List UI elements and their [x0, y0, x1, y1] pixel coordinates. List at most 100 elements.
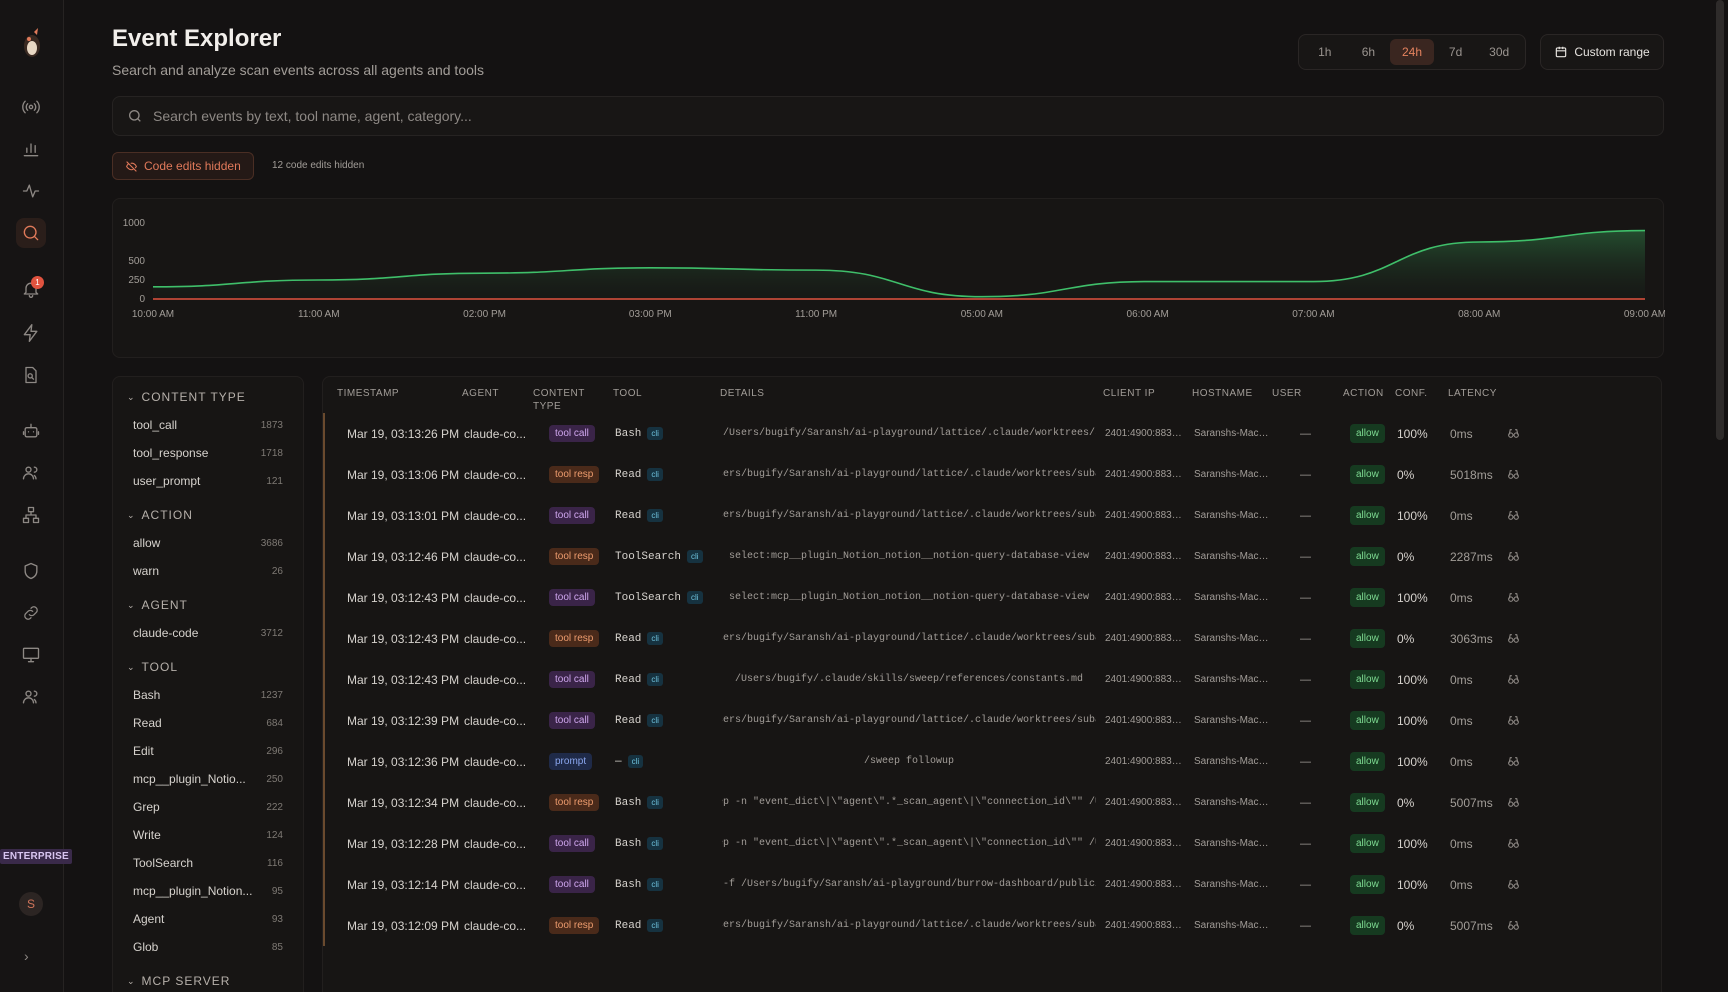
row-inspect-icon[interactable]	[1507, 864, 1527, 905]
row-inspect-icon[interactable]	[1507, 536, 1527, 577]
filter-item[interactable]: tool_call 1873	[113, 411, 303, 439]
filter-item[interactable]: ToolSearch 116	[113, 849, 303, 877]
table-row[interactable]: Mar 19, 03:12:14 PM claude-co... tool call…	[323, 864, 1661, 905]
cell-details: /Users/bugify/Saransh/ai-playground/latt…	[722, 700, 1096, 741]
cell-confidence: 100%	[1397, 700, 1447, 741]
filter-section-header[interactable]: ⌄ AGENT	[113, 591, 303, 619]
table-row[interactable]: Mar 19, 03:12:36 PM claude-co... prompt — cl…	[323, 741, 1661, 782]
column-header-action[interactable]: ACTION	[1343, 388, 1384, 399]
broadcast-icon[interactable]	[16, 92, 46, 122]
filter-section-header[interactable]: ⌄ TOOL	[113, 653, 303, 681]
page-scrollbar[interactable]	[1716, 0, 1724, 440]
timestamp: Mar 19, 03:13:01 PM	[347, 508, 460, 523]
column-header-confidence[interactable]: CONF.	[1395, 388, 1428, 399]
filter-item[interactable]: mcp__plugin_Notion... 95	[113, 877, 303, 905]
bar-chart-icon[interactable]	[16, 134, 46, 164]
search-input[interactable]	[153, 108, 1553, 124]
row-inspect-icon[interactable]	[1507, 905, 1527, 946]
monitor-icon[interactable]	[16, 640, 46, 670]
row-inspect-icon[interactable]	[1507, 618, 1527, 659]
filter-item[interactable]: Glob 85	[113, 933, 303, 961]
content-type-badge: tool call	[549, 835, 595, 852]
filter-item[interactable]: tool_response 1718	[113, 439, 303, 467]
filter-item[interactable]: Agent 93	[113, 905, 303, 933]
file-scan-icon[interactable]	[16, 360, 46, 390]
table-row[interactable]: Mar 19, 03:12:28 PM claude-co... tool call…	[323, 823, 1661, 864]
row-inspect-icon[interactable]	[1507, 454, 1527, 495]
column-header-hostname[interactable]: HOSTNAME	[1192, 388, 1253, 399]
row-inspect-icon[interactable]	[1507, 577, 1527, 618]
avatar[interactable]: S	[19, 892, 43, 916]
users-icon[interactable]	[16, 458, 46, 488]
table-row[interactable]: Mar 19, 03:13:26 PM claude-co... tool call…	[323, 413, 1661, 454]
column-header-content-type[interactable]: CONTENT TYPE	[533, 388, 585, 412]
agent-name: claude-co...	[464, 918, 527, 933]
row-inspect-icon[interactable]	[1507, 782, 1527, 823]
filter-item[interactable]: Grep 222	[113, 793, 303, 821]
filter-section-header[interactable]: ⌄ ACTION	[113, 501, 303, 529]
table-row[interactable]: Mar 19, 03:12:43 PM claude-co... tool resp…	[323, 618, 1661, 659]
row-inspect-icon[interactable]	[1507, 413, 1527, 454]
robot-icon[interactable]	[16, 416, 46, 446]
time-range-6h[interactable]: 6h	[1361, 45, 1376, 59]
time-range-30d[interactable]: 30d	[1489, 45, 1510, 59]
filter-item[interactable]: Read 684	[113, 709, 303, 737]
filter-item[interactable]: Bash 1237	[113, 681, 303, 709]
app-logo[interactable]	[17, 26, 47, 60]
bell-icon[interactable]: 1	[16, 274, 46, 304]
shield-icon[interactable]	[16, 556, 46, 586]
table-row[interactable]: Mar 19, 03:12:43 PM claude-co... tool call…	[323, 577, 1661, 618]
cell-latency: 0ms	[1450, 741, 1500, 782]
cell-hostname: Saranshs-Mac…	[1194, 618, 1270, 659]
column-header-client-ip[interactable]: CLIENT IP	[1103, 388, 1156, 399]
team-icon[interactable]	[16, 682, 46, 712]
cell-action: allow	[1350, 700, 1400, 741]
notification-count: 1	[31, 276, 44, 289]
table-row[interactable]: Mar 19, 03:12:43 PM claude-co... tool call…	[323, 659, 1661, 700]
filter-item[interactable]: mcp__plugin_Notio... 250	[113, 765, 303, 793]
hierarchy-icon[interactable]	[16, 500, 46, 530]
activity-icon[interactable]	[16, 176, 46, 206]
filter-section-header[interactable]: ⌄ MCP SERVER	[113, 967, 303, 992]
filter-item[interactable]: allow 3686	[113, 529, 303, 557]
agent-name: claude-co...	[464, 672, 527, 687]
column-header-details[interactable]: DETAILS	[720, 388, 765, 399]
column-header-agent[interactable]: AGENT	[462, 388, 499, 399]
cell-tool: ToolSearch cli	[615, 577, 720, 618]
cell-tool: — cli	[615, 741, 720, 782]
table-row[interactable]: Mar 19, 03:13:01 PM claude-co... tool call…	[323, 495, 1661, 536]
filter-item[interactable]: Write 124	[113, 821, 303, 849]
time-range-1h[interactable]: 1h	[1318, 45, 1332, 59]
filter-item[interactable]: warn 26	[113, 557, 303, 585]
column-header-timestamp[interactable]: TIMESTAMP	[337, 388, 400, 399]
custom-range-button[interactable]: Custom range	[1540, 34, 1664, 70]
column-header-user[interactable]: USER	[1272, 388, 1302, 399]
table-row[interactable]: Mar 19, 03:12:46 PM claude-co... tool resp…	[323, 536, 1661, 577]
cell-agent: claude-co...	[464, 741, 532, 782]
time-range-7d[interactable]: 7d	[1448, 45, 1463, 59]
table-row[interactable]: Mar 19, 03:13:06 PM claude-co... tool resp…	[323, 454, 1661, 495]
row-inspect-icon[interactable]	[1507, 700, 1527, 741]
code-edits-hidden-toggle[interactable]: Code edits hidden	[112, 152, 254, 180]
table-row[interactable]: Mar 19, 03:12:09 PM claude-co... tool resp…	[323, 905, 1661, 946]
table-row[interactable]: Mar 19, 03:12:34 PM claude-co... tool resp…	[323, 782, 1661, 823]
client-ip: 2401:4900:883…	[1105, 633, 1182, 644]
row-inspect-icon[interactable]	[1507, 823, 1527, 864]
filter-item[interactable]: claude-code 3712	[113, 619, 303, 647]
link-icon[interactable]	[16, 598, 46, 628]
filter-section-header[interactable]: ⌄ CONTENT TYPE	[113, 383, 303, 411]
row-inspect-icon[interactable]	[1507, 495, 1527, 536]
column-header-latency[interactable]: LATENCY	[1448, 388, 1497, 399]
filter-item[interactable]: Edit 296	[113, 737, 303, 765]
column-header-tool[interactable]: TOOL	[613, 388, 643, 399]
table-row[interactable]: Mar 19, 03:12:39 PM claude-co... tool call…	[323, 700, 1661, 741]
filter-item[interactable]: user_prompt 121	[113, 467, 303, 495]
chevron-right-icon[interactable]: ›	[24, 948, 29, 964]
filter-item-count: 93	[271, 913, 283, 925]
row-inspect-icon[interactable]	[1507, 741, 1527, 782]
search-icon[interactable]	[16, 218, 46, 248]
lightning-icon[interactable]	[16, 318, 46, 348]
row-inspect-icon[interactable]	[1507, 659, 1527, 700]
time-range-24h[interactable]: 24h	[1390, 39, 1434, 65]
agent-name: claude-co...	[464, 467, 527, 482]
